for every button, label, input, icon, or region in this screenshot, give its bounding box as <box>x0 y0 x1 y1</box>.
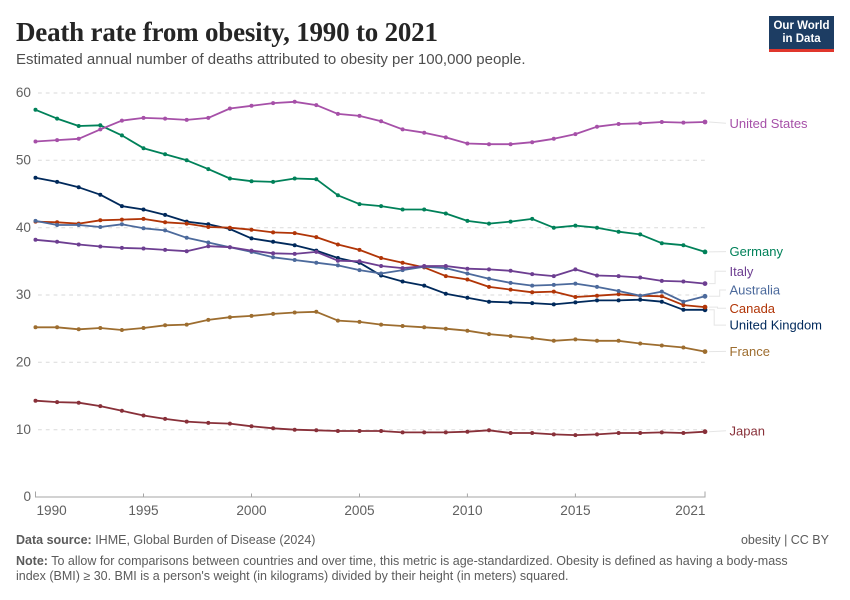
svg-text:2005: 2005 <box>344 503 374 518</box>
svg-text:30: 30 <box>16 287 32 302</box>
svg-text:United Kingdom: United Kingdom <box>730 318 823 333</box>
svg-text:1990: 1990 <box>37 503 68 518</box>
svg-text:2000: 2000 <box>236 503 267 518</box>
svg-text:France: France <box>730 344 770 359</box>
svg-text:2010: 2010 <box>452 503 483 518</box>
svg-text:60: 60 <box>16 85 32 100</box>
svg-text:Canada: Canada <box>730 301 776 316</box>
svg-text:1995: 1995 <box>128 503 158 518</box>
svg-text:50: 50 <box>16 152 32 167</box>
svg-text:Japan: Japan <box>730 423 765 438</box>
svg-text:20: 20 <box>16 354 32 369</box>
svg-text:0: 0 <box>23 489 31 504</box>
svg-text:United States: United States <box>730 116 809 131</box>
svg-text:Italy: Italy <box>730 264 754 279</box>
svg-text:Germany: Germany <box>730 244 784 259</box>
svg-text:40: 40 <box>16 220 32 235</box>
svg-text:10: 10 <box>16 422 32 437</box>
svg-text:2015: 2015 <box>560 503 590 518</box>
svg-text:2021: 2021 <box>675 503 705 518</box>
svg-text:Australia: Australia <box>730 283 781 298</box>
